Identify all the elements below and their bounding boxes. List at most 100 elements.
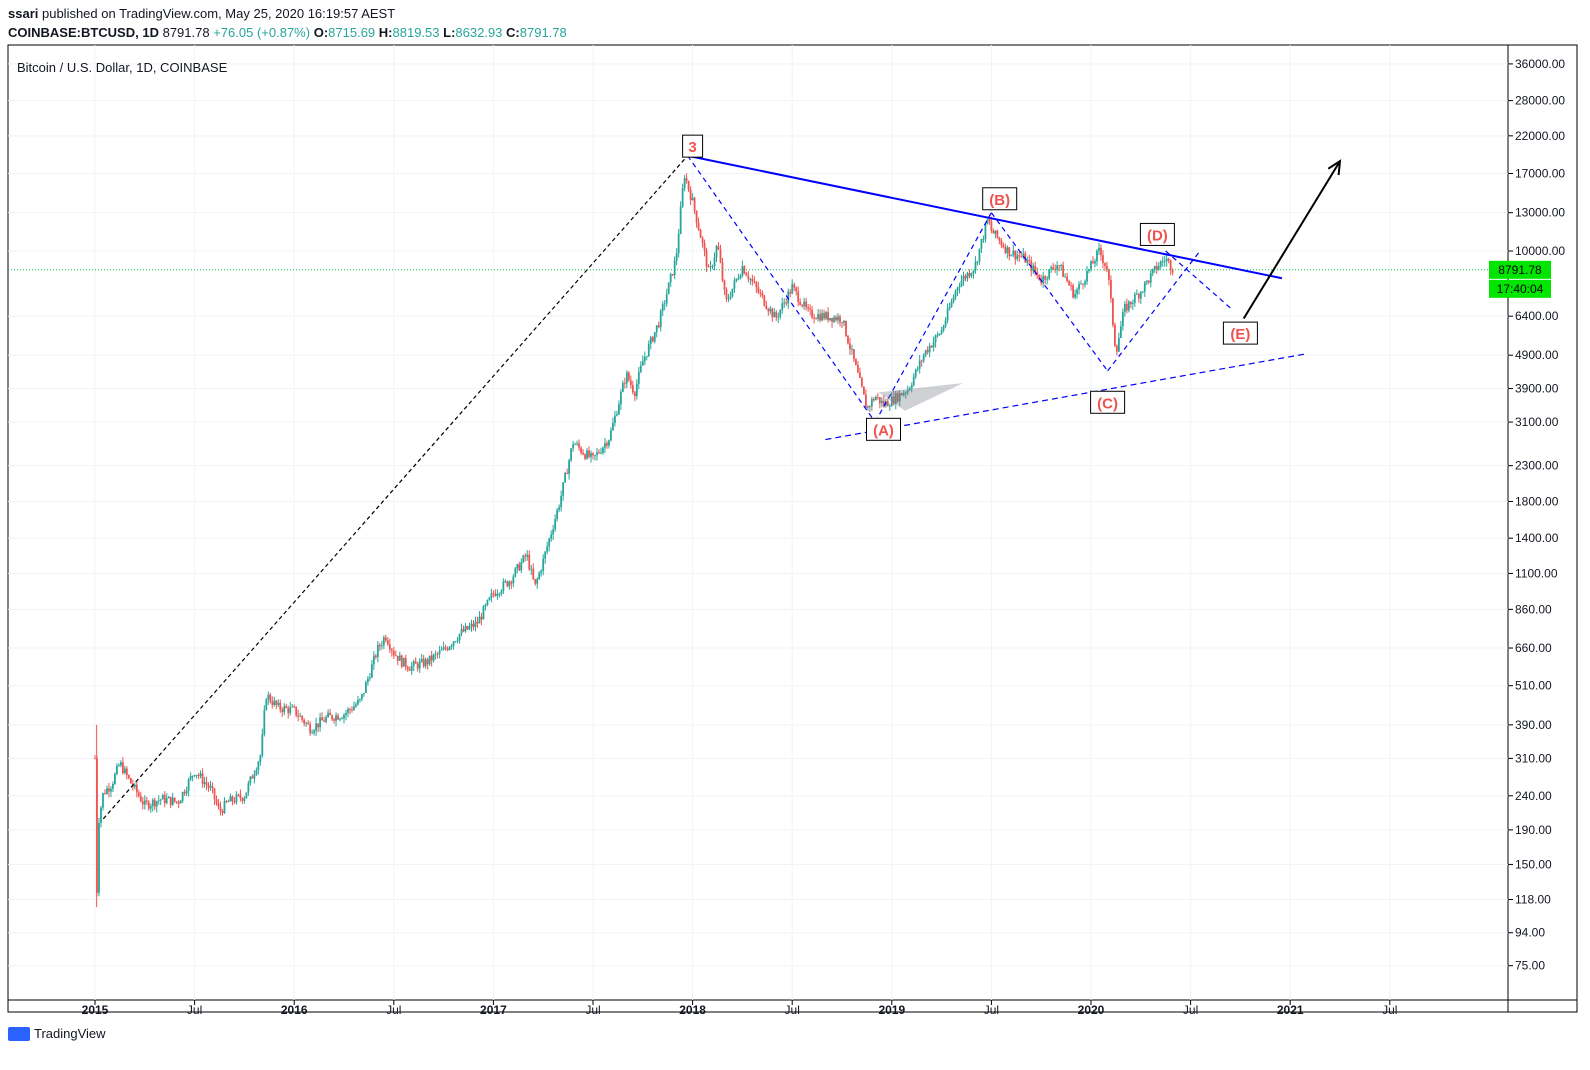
- candle-body: [191, 775, 194, 777]
- candle-body: [327, 712, 329, 718]
- candle-body: [570, 448, 572, 461]
- candle-body: [289, 707, 292, 714]
- candle-body: [444, 647, 447, 649]
- candle-body: [753, 281, 756, 283]
- candle-body: [1078, 284, 1080, 290]
- candle-body: [378, 644, 381, 647]
- candle-body: [466, 626, 469, 630]
- candle-body: [116, 765, 118, 774]
- x-tick-label: Jul: [785, 1003, 800, 1017]
- chart-title: Bitcoin / U.S. Dollar, 1D, COINBASE: [17, 60, 228, 75]
- candle-body: [1046, 278, 1049, 280]
- candle-body: [155, 801, 158, 807]
- candle-body: [1058, 265, 1061, 267]
- candle-body: [616, 414, 618, 416]
- candle-body: [1129, 301, 1132, 305]
- candle-body: [765, 305, 768, 309]
- x-tick-label: 2018: [679, 1003, 706, 1017]
- candle-body: [777, 316, 780, 318]
- price-axis[interactable]: 36000.00 28000.00 22000.00 17000.00 13000.00…: [1508, 57, 1565, 973]
- candle-body: [964, 276, 967, 279]
- candle-body: [271, 701, 274, 705]
- tradingview-logo-icon: [8, 1026, 30, 1041]
- candle-body: [916, 368, 919, 370]
- candle-body: [382, 637, 385, 646]
- candles: [94, 173, 1174, 908]
- countdown-label: 17:40:04: [1497, 282, 1544, 296]
- candle-body: [548, 538, 551, 547]
- candle-body: [1171, 269, 1174, 273]
- candle-body: [1060, 265, 1063, 266]
- price-change: +76.05 (+0.87%): [213, 25, 311, 40]
- candle-body: [1002, 245, 1005, 248]
- y-tick-label: 3900.00: [1515, 382, 1559, 396]
- candle-body: [631, 385, 634, 393]
- candle-body: [703, 242, 706, 251]
- candle-body: [861, 377, 863, 387]
- candle-body: [813, 317, 816, 319]
- candle-body: [392, 650, 395, 656]
- candle-body: [542, 558, 545, 571]
- candle-body: [335, 715, 337, 721]
- wave-3-dashed-line: [102, 155, 689, 820]
- candle-body: [998, 237, 1001, 241]
- candle-body: [396, 655, 399, 661]
- candle-body: [747, 275, 750, 280]
- candle-body: [223, 801, 226, 813]
- candle-body: [701, 237, 704, 243]
- footer-brand[interactable]: TradingView: [8, 1026, 106, 1041]
- candle-body: [1139, 292, 1142, 299]
- candle-body: [434, 653, 437, 655]
- candle-body: [888, 406, 891, 407]
- candle-body: [841, 322, 843, 324]
- candle-body: [892, 396, 895, 404]
- candle-body: [807, 307, 810, 309]
- candle-body: [996, 230, 999, 238]
- candle-body: [538, 572, 541, 580]
- candle-body: [153, 799, 156, 807]
- time-axis[interactable]: 2015 Jul 2016 Jul 2017 Jul 2018 Jul 2019 Jul 2020 J…: [82, 1000, 1398, 1017]
- candle-body: [946, 308, 949, 321]
- candle-body: [938, 334, 941, 335]
- candle-body: [127, 775, 130, 779]
- candle-body: [948, 307, 951, 309]
- candle-body: [368, 677, 371, 679]
- candle-body: [1068, 281, 1070, 286]
- y-tick-label: 1100.00: [1515, 566, 1558, 580]
- candle-body: [510, 581, 513, 584]
- candle-body: [849, 343, 851, 350]
- candle-body: [868, 406, 871, 408]
- candle-body: [343, 714, 345, 719]
- candle-body: [512, 576, 515, 584]
- candle-body: [713, 257, 716, 267]
- candle-body: [801, 304, 804, 307]
- candle-body: [1127, 301, 1130, 311]
- candle-body: [492, 593, 495, 595]
- candle-body: [341, 718, 343, 720]
- x-tick-label: Jul: [585, 1003, 600, 1017]
- candle-body: [749, 279, 752, 280]
- candle-body: [839, 316, 841, 323]
- candle-body: [157, 800, 160, 802]
- candle-body: [789, 291, 792, 294]
- wave-labels: 3 (A) (B) (C) (D) (E): [682, 134, 1258, 441]
- candle-body: [257, 762, 260, 771]
- candle-body: [671, 274, 674, 276]
- candle-body: [219, 806, 222, 812]
- candle-body: [530, 568, 533, 570]
- candle-body: [1163, 261, 1166, 262]
- candle-body: [596, 452, 598, 455]
- y-tick-label: 22000.00: [1515, 129, 1565, 143]
- candle-body: [781, 303, 784, 310]
- candle-body: [544, 551, 547, 559]
- candle-body: [797, 291, 800, 302]
- candle-body: [243, 798, 246, 801]
- candle-body: [1119, 326, 1122, 339]
- candle-body: [112, 783, 114, 789]
- candle-body: [494, 593, 497, 596]
- candle-body: [458, 633, 461, 641]
- candle-body: [1074, 294, 1076, 298]
- candle-body: [643, 356, 646, 362]
- candle-body: [173, 797, 176, 802]
